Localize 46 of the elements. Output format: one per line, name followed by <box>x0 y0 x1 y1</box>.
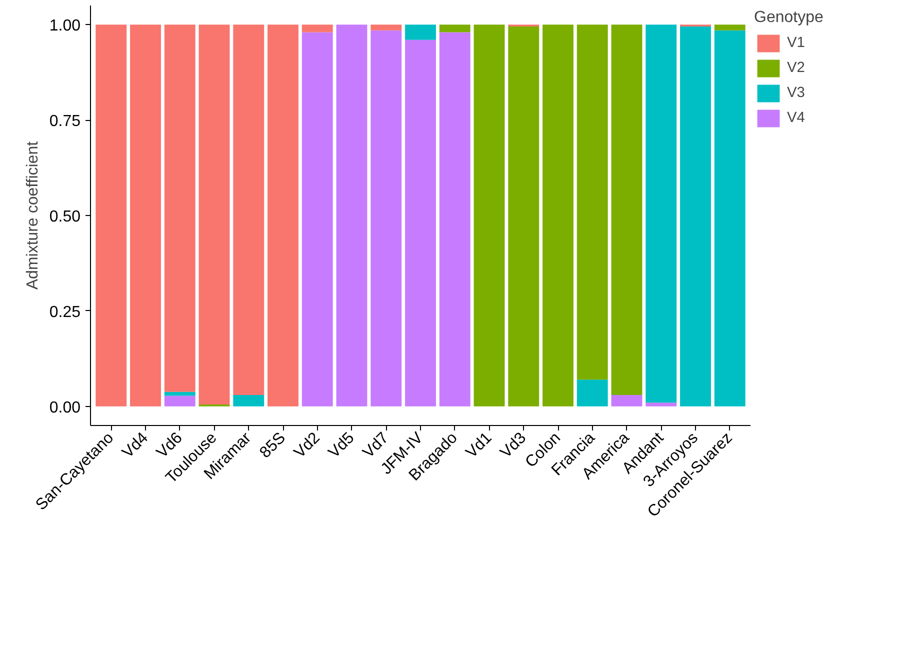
bar <box>680 26 711 406</box>
bar <box>646 24 677 403</box>
bar <box>164 396 196 406</box>
bar <box>370 24 402 30</box>
bar <box>233 394 264 406</box>
bar <box>542 24 574 406</box>
legend-title: Genotype <box>754 9 824 27</box>
y-tick-label: 0.75 <box>49 113 81 130</box>
y-tick-label: 0.25 <box>49 304 81 321</box>
y-tick-label: 0.00 <box>49 399 81 416</box>
bar <box>611 394 642 406</box>
bar <box>164 24 196 392</box>
bar <box>164 392 196 396</box>
legend-label: V4 <box>787 110 806 126</box>
bar <box>611 24 642 395</box>
bar <box>302 32 333 406</box>
bar <box>268 24 298 406</box>
legend-label: V1 <box>787 35 806 51</box>
bar <box>576 380 608 406</box>
bar <box>302 24 333 32</box>
bar <box>714 30 746 406</box>
legend-label: V2 <box>787 60 806 76</box>
x-tick-label: 85S <box>256 429 290 462</box>
x-tick-label: Vd1 <box>463 429 496 462</box>
bar <box>714 24 746 30</box>
bar <box>198 24 230 404</box>
bar <box>233 24 264 395</box>
bar <box>405 24 436 40</box>
bar <box>130 24 161 406</box>
bar <box>439 24 470 32</box>
x-tick-label: Vd5 <box>326 429 358 462</box>
x-tick-label: Vd4 <box>119 429 152 462</box>
bar <box>439 32 470 406</box>
bar <box>96 24 127 406</box>
bar <box>370 30 402 406</box>
bar <box>405 40 436 406</box>
bar <box>508 26 540 406</box>
legend-label: V3 <box>787 85 806 101</box>
y-tick-label: 1.00 <box>49 18 81 35</box>
bar <box>336 24 368 406</box>
y-tick-label: 0.50 <box>49 208 81 226</box>
bar <box>474 24 505 406</box>
y-axis-title: Admixture coefficient <box>24 140 42 290</box>
bar <box>576 24 608 380</box>
x-tick-label: Vd2 <box>291 429 324 462</box>
bar <box>646 402 677 406</box>
